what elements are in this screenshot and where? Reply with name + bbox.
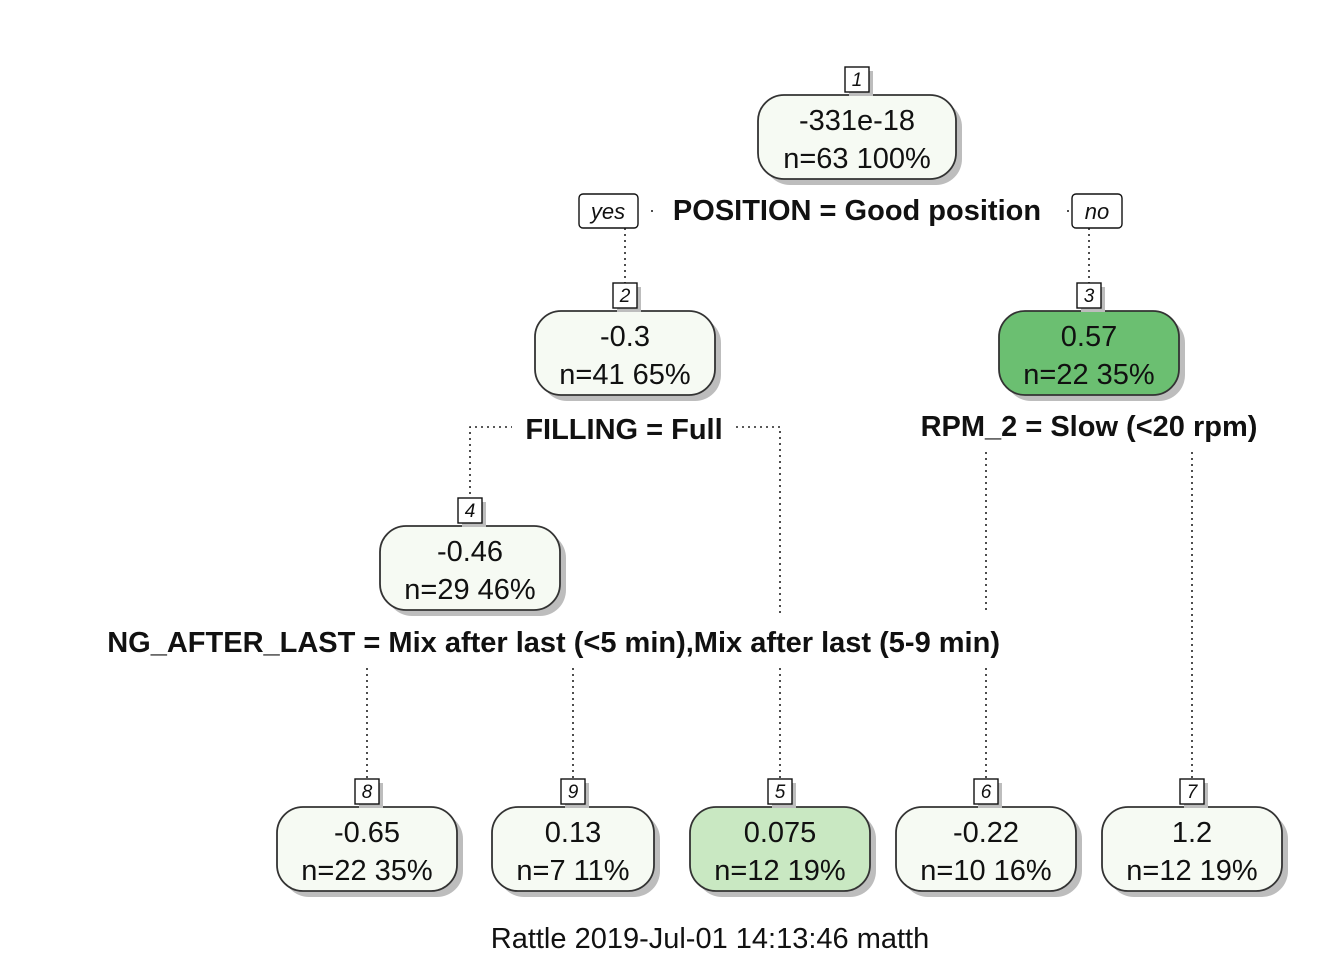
node-number-box <box>457 497 483 524</box>
split-label-filling: FILLING = Full <box>525 414 722 446</box>
node-number-box <box>1179 778 1205 805</box>
tree-node-2: -0.3 n=41 65% 2 <box>534 282 721 401</box>
node-number-box <box>612 282 638 309</box>
tree-node-6: -0.22 n=10 16% 6 <box>895 778 1082 897</box>
node-value: -0.3 <box>600 321 650 353</box>
node-number: 9 <box>568 782 579 803</box>
tree-node-4: -0.46 n=29 46% 4 <box>379 497 566 616</box>
node-value: -0.46 <box>437 536 503 568</box>
node-number: 6 <box>981 782 992 803</box>
node-stats: n=22 35% <box>1023 359 1154 391</box>
node-stats: n=22 35% <box>301 855 432 887</box>
tree-node-9: 0.13 n=7 11% 9 <box>491 778 660 897</box>
node-number-box <box>973 778 999 805</box>
tree-nodes: -331e-18 n=63 100% 1 -0.3 n=41 65% 2 0.57 n=22 … <box>276 66 1288 897</box>
node-stats: n=41 65% <box>559 359 690 391</box>
node-value: 0.075 <box>744 817 817 849</box>
tree-node-1: -331e-18 n=63 100% 1 <box>757 66 962 185</box>
node-value: 0.13 <box>545 817 601 849</box>
node-number: 8 <box>362 782 373 803</box>
tree-edge <box>469 426 512 500</box>
tree-node-3: 0.57 n=22 35% 3 <box>998 282 1185 401</box>
node-number: 4 <box>465 501 476 522</box>
node-stats: n=12 19% <box>714 855 845 887</box>
tree-node-8: -0.65 n=22 35% 8 <box>276 778 463 897</box>
node-stats: n=12 19% <box>1126 855 1257 887</box>
node-number: 3 <box>1084 286 1095 307</box>
node-value: 1.2 <box>1172 817 1212 849</box>
tree-edges <box>366 210 1193 780</box>
node-value: 0.57 <box>1061 321 1117 353</box>
node-number: 7 <box>1187 782 1199 803</box>
split-label-position: POSITION = Good position <box>673 195 1041 227</box>
node-number: 1 <box>852 70 863 91</box>
node-number-box <box>354 778 380 805</box>
node-stats: n=10 16% <box>920 855 1051 887</box>
no-text: no <box>1085 199 1109 224</box>
tree-node-7: 1.2 n=12 19% 7 <box>1101 778 1288 897</box>
split-label-rpm: RPM_2 = Slow (<20 rpm) <box>921 411 1258 443</box>
footer-caption: Rattle 2019-Jul-01 14:13:46 matth <box>491 923 930 955</box>
node-number-box <box>767 778 793 805</box>
node-number-box <box>1076 282 1102 309</box>
node-stats: n=29 46% <box>404 574 535 606</box>
tree-edge <box>736 426 781 614</box>
yes-text: yes <box>589 199 625 224</box>
node-number-box <box>560 778 586 805</box>
tree-node-5: 0.075 n=12 19% 5 <box>689 778 876 897</box>
node-stats: n=7 11% <box>516 855 629 887</box>
node-stats: n=63 100% <box>783 143 931 175</box>
split-label-mixing-after-last: NG_AFTER_LAST = Mix after last (<5 min),… <box>107 627 1000 659</box>
no-branch-label: no <box>1071 193 1123 229</box>
node-number-box <box>844 66 870 93</box>
node-value: -0.65 <box>334 817 400 849</box>
node-number: 5 <box>775 782 786 803</box>
yes-branch-label: yes <box>578 193 639 229</box>
node-value: -331e-18 <box>799 105 915 137</box>
node-value: -0.22 <box>953 817 1019 849</box>
node-number: 2 <box>619 286 631 307</box>
